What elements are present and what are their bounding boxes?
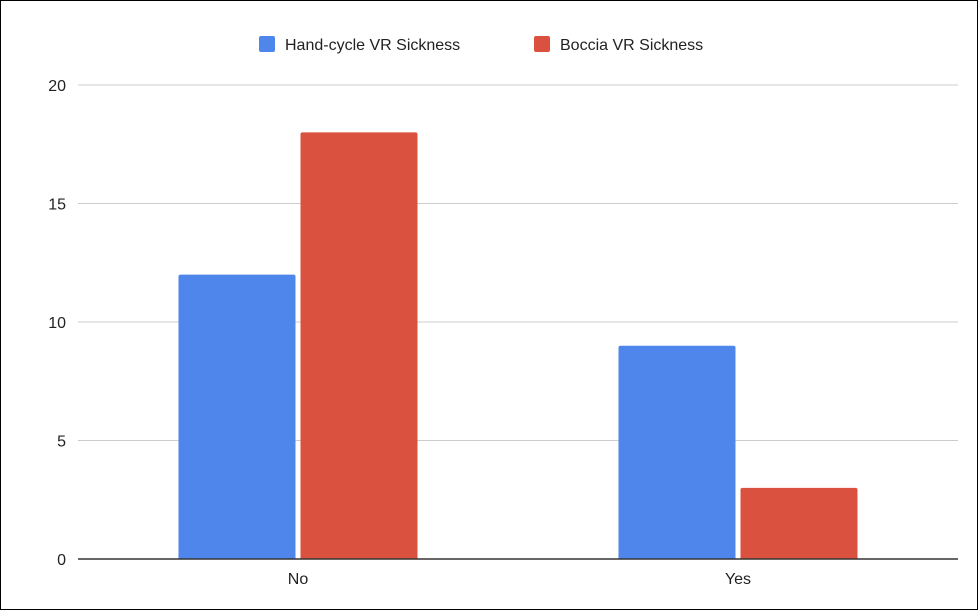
legend-swatch-1 bbox=[534, 36, 550, 52]
y-axis-ticks: 0 5 10 15 20 bbox=[48, 78, 66, 569]
bar-no-series-0 bbox=[178, 274, 296, 559]
y-tick-label: 5 bbox=[57, 434, 66, 451]
bar-yes-series-0 bbox=[618, 345, 736, 559]
bars bbox=[178, 132, 858, 559]
y-tick-label: 10 bbox=[48, 315, 66, 332]
y-tick-label: 20 bbox=[48, 78, 66, 95]
legend-label-1: Boccia VR Sickness bbox=[560, 37, 703, 54]
legend: Hand-cycle VR Sickness Boccia VR Sickness bbox=[259, 36, 703, 54]
y-tick-label: 15 bbox=[48, 197, 66, 214]
y-tick-label: 0 bbox=[57, 552, 66, 569]
x-tick-label: Yes bbox=[725, 571, 751, 588]
x-tick-label: No bbox=[288, 571, 309, 588]
bar-no-series-1 bbox=[300, 132, 418, 559]
legend-label-0: Hand-cycle VR Sickness bbox=[285, 37, 460, 54]
x-axis-ticks: No Yes bbox=[288, 571, 751, 588]
legend-swatch-0 bbox=[259, 36, 275, 52]
bar-yes-series-1 bbox=[740, 487, 858, 559]
